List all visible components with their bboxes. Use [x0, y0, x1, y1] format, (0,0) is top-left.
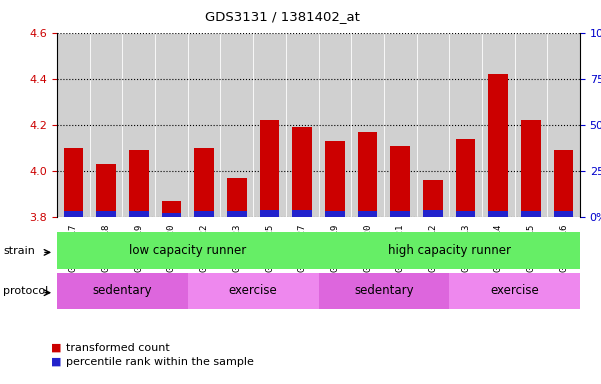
Bar [96, 212, 116, 217]
Bar [286, 33, 319, 217]
Bar [391, 212, 410, 217]
Bar [482, 33, 514, 217]
Bar [155, 33, 188, 217]
Bar [162, 213, 182, 217]
Text: percentile rank within the sample: percentile rank within the sample [66, 357, 254, 367]
Bar [319, 273, 449, 309]
Bar [489, 212, 508, 217]
Text: ■: ■ [51, 357, 61, 367]
Bar [489, 74, 508, 217]
Text: ■: ■ [51, 343, 61, 353]
Text: exercise: exercise [229, 285, 278, 297]
Bar [450, 273, 580, 309]
Bar [325, 212, 345, 217]
Bar [129, 212, 148, 217]
Bar [521, 120, 541, 217]
Bar [260, 210, 279, 217]
Text: high capacity runner: high capacity runner [388, 244, 511, 257]
Bar [227, 212, 246, 217]
Bar [456, 212, 475, 217]
Bar [325, 141, 345, 217]
Bar [423, 180, 443, 217]
Bar [293, 127, 312, 217]
Bar [384, 33, 416, 217]
Bar [194, 148, 214, 217]
Bar [391, 146, 410, 217]
Bar [129, 150, 148, 217]
Bar [293, 210, 312, 217]
Bar [514, 33, 548, 217]
Bar [423, 210, 443, 217]
Bar [358, 132, 377, 217]
Bar [554, 150, 573, 217]
Bar [554, 212, 573, 217]
Bar [351, 33, 384, 217]
Bar [57, 232, 319, 269]
Bar [57, 273, 188, 309]
Bar [227, 178, 246, 217]
Text: transformed count: transformed count [66, 343, 170, 353]
Bar [90, 33, 123, 217]
Bar [64, 148, 83, 217]
Bar [456, 139, 475, 217]
Bar [450, 33, 482, 217]
Text: low capacity runner: low capacity runner [129, 244, 246, 257]
Text: sedentary: sedentary [354, 285, 413, 297]
Bar [221, 33, 253, 217]
Bar [123, 33, 155, 217]
Bar [319, 33, 351, 217]
Bar [194, 212, 214, 217]
Bar [96, 164, 116, 217]
Bar [319, 232, 580, 269]
Bar [162, 201, 182, 217]
Bar [548, 33, 580, 217]
Bar [416, 33, 450, 217]
Bar [64, 212, 83, 217]
Text: GDS3131 / 1381402_at: GDS3131 / 1381402_at [205, 10, 360, 23]
Bar [260, 120, 279, 217]
Bar [521, 212, 541, 217]
Bar [253, 33, 286, 217]
Bar [358, 212, 377, 217]
Bar [57, 33, 90, 217]
Bar [188, 273, 319, 309]
Text: exercise: exercise [490, 285, 539, 297]
Bar [188, 33, 221, 217]
Text: sedentary: sedentary [93, 285, 152, 297]
Text: strain: strain [3, 245, 35, 256]
Text: protocol: protocol [3, 286, 48, 296]
